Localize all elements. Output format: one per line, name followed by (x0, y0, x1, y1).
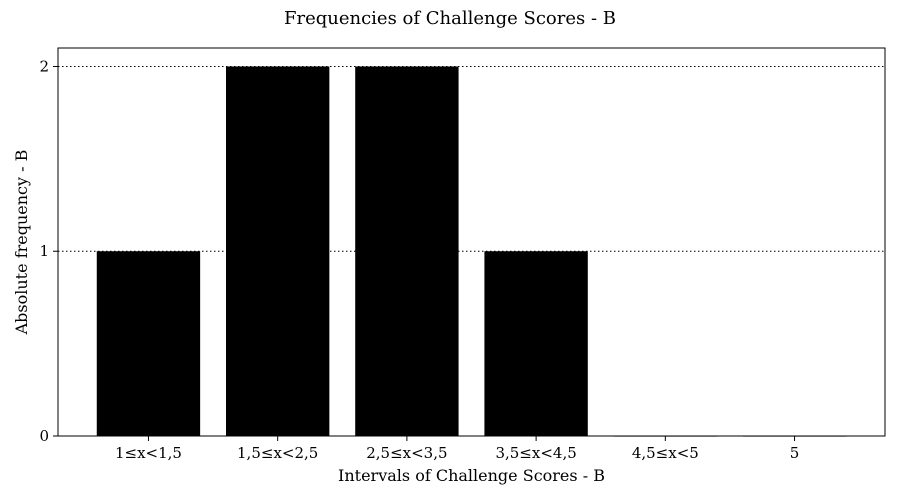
bar-3 (484, 251, 588, 436)
x-tick-label-3: 3,5≤x<4,5 (495, 444, 576, 462)
bar-2 (355, 66, 459, 436)
y-axis-ticks: 0 1 2 (39, 57, 58, 445)
x-tick-label-1: 1,5≤x<2,5 (237, 444, 318, 462)
plot-area-frame (57, 47, 886, 437)
y-tick-label-2: 2 (39, 57, 49, 75)
bar-0 (96, 251, 201, 436)
y-tick-label-0: 0 (39, 427, 49, 445)
chart-title: Frequencies of Challenge Scores - B (284, 8, 616, 29)
x-tick-label-5: 5 (790, 444, 800, 462)
bar-1 (225, 66, 330, 436)
grid-lines (58, 65, 885, 252)
y-axis-label: Absolute frequency - B (12, 150, 31, 336)
bars (96, 66, 847, 437)
y-tick-label-1: 1 (39, 242, 49, 260)
x-axis-label: Intervals of Challenge Scores - B (338, 466, 605, 485)
x-axis-ticks: 1≤x<1,5 1,5≤x<2,5 2,5≤x<3,5 3,5≤x<4,5 4,5≤x<… (115, 436, 799, 462)
x-tick-label-4: 4,5≤x<5 (632, 444, 699, 462)
x-tick-label-0: 1≤x<1,5 (115, 444, 182, 462)
x-tick-label-2: 2,5≤x<3,5 (366, 444, 447, 462)
